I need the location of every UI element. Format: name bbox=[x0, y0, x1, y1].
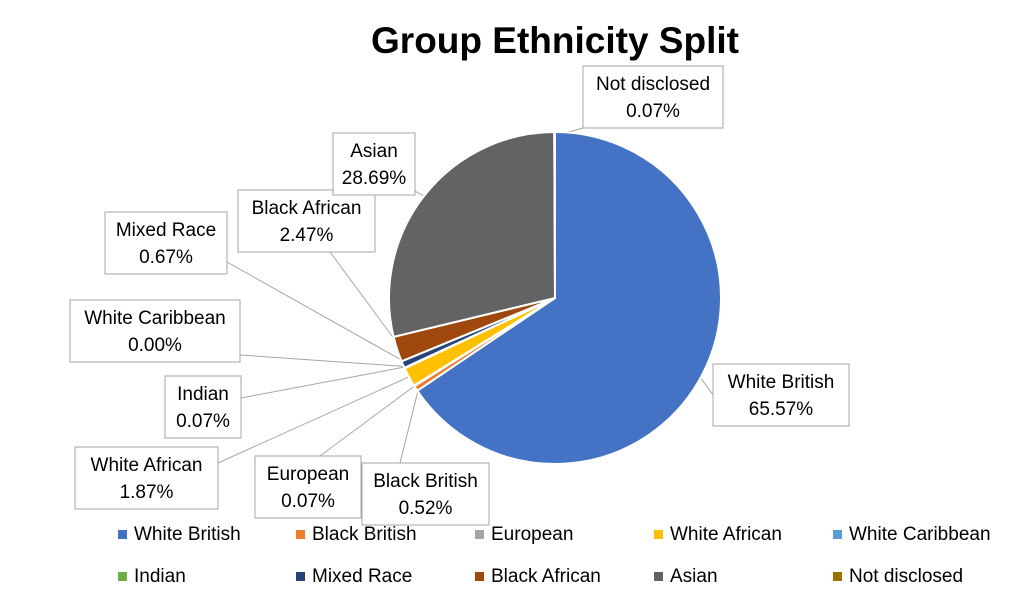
chart-legend: White British Black British European White … bbox=[118, 524, 991, 587]
data-label-category: White British bbox=[728, 372, 835, 393]
legend-label: White African bbox=[670, 524, 782, 545]
legend-swatch bbox=[118, 530, 127, 539]
data-label-value: 0.52% bbox=[399, 498, 453, 519]
legend-label: Indian bbox=[134, 566, 186, 587]
data-label-box bbox=[254, 455, 362, 519]
data-label-callouts: White British 65.57% Black British 0.52% Eur… bbox=[69, 65, 850, 526]
legend-swatch bbox=[118, 572, 127, 581]
legend-label: Black African bbox=[491, 566, 601, 587]
data-label-category: Mixed Race bbox=[116, 220, 216, 241]
leader-line-mixed-race bbox=[226, 261, 407, 364]
legend-label: White Caribbean bbox=[849, 524, 991, 545]
data-label-category: Black African bbox=[252, 198, 362, 219]
legend-item-not-disclosed: Not disclosed bbox=[833, 566, 963, 587]
data-label-value: 0.07% bbox=[626, 101, 680, 122]
legend-item-white-caribbean: White Caribbean bbox=[833, 524, 991, 545]
data-label-mixed-race: Mixed Race 0.67% bbox=[104, 211, 228, 275]
data-label-value: 65.57% bbox=[749, 399, 814, 420]
leader-line-white-caribbean bbox=[239, 354, 409, 368]
legend-swatch bbox=[475, 572, 484, 581]
legend-item-european: European bbox=[475, 524, 573, 545]
legend-label: Mixed Race bbox=[312, 566, 412, 587]
data-label-indian: Indian 0.07% bbox=[164, 375, 242, 439]
leader-line-european bbox=[319, 383, 418, 457]
leader-line-black-british bbox=[399, 386, 420, 464]
legend-item-black-british: Black British bbox=[296, 524, 417, 545]
leader-line-white-african bbox=[217, 374, 413, 464]
data-label-value: 28.69% bbox=[342, 168, 407, 189]
legend-label: Not disclosed bbox=[849, 566, 963, 587]
data-label-value: 1.87% bbox=[120, 482, 174, 503]
legend-item-indian: Indian bbox=[118, 566, 186, 587]
data-label-not-disclosed: Not disclosed 0.07% bbox=[582, 65, 724, 129]
legend-label: European bbox=[491, 524, 573, 545]
data-label-value: 0.67% bbox=[139, 247, 193, 268]
data-label-box bbox=[237, 189, 376, 253]
data-label-white-caribbean: White Caribbean 0.00% bbox=[69, 299, 241, 363]
data-label-box bbox=[104, 211, 228, 275]
legend-item-black-african: Black African bbox=[475, 566, 601, 587]
data-label-white-british: White British 65.57% bbox=[712, 363, 850, 427]
data-label-category: Not disclosed bbox=[596, 74, 710, 95]
data-label-box bbox=[582, 65, 724, 129]
legend-swatch bbox=[296, 530, 305, 539]
legend-swatch bbox=[833, 530, 842, 539]
data-label-box bbox=[712, 363, 850, 427]
legend-swatch bbox=[475, 530, 484, 539]
pie-slice-asian bbox=[388, 130, 557, 339]
legend-label: Black British bbox=[312, 524, 417, 545]
leader-line-indian bbox=[240, 365, 409, 399]
data-label-white-african: White African 1.87% bbox=[74, 446, 219, 510]
pie-slice-not-disclosed bbox=[553, 130, 556, 299]
data-label-european: European 0.07% bbox=[254, 455, 362, 519]
data-label-box bbox=[164, 375, 242, 439]
data-label-box bbox=[74, 446, 219, 510]
legend-label: Asian bbox=[670, 566, 718, 587]
data-label-category: European bbox=[267, 464, 349, 485]
data-label-value: 0.07% bbox=[281, 491, 335, 512]
data-label-category: White Caribbean bbox=[84, 308, 226, 329]
data-label-category: Asian bbox=[350, 141, 398, 162]
data-label-box bbox=[69, 299, 241, 363]
data-label-black-british: Black British 0.52% bbox=[361, 462, 490, 526]
data-label-black-african: Black African 2.47% bbox=[237, 189, 376, 253]
legend-swatch bbox=[296, 572, 305, 581]
data-label-category: Black British bbox=[373, 471, 478, 492]
data-label-category: White African bbox=[91, 455, 203, 476]
data-label-value: 0.07% bbox=[176, 411, 230, 432]
legend-item-asian: Asian bbox=[654, 566, 718, 587]
legend-swatch bbox=[833, 572, 842, 581]
data-label-asian: Asian 28.69% bbox=[332, 132, 416, 196]
data-label-box bbox=[361, 462, 490, 526]
legend-item-mixed-race: Mixed Race bbox=[296, 566, 412, 587]
legend-swatch bbox=[654, 530, 663, 539]
data-label-value: 0.00% bbox=[128, 335, 182, 356]
data-label-category: Indian bbox=[177, 384, 229, 405]
leader-line-black-african bbox=[329, 251, 402, 349]
chart-title: Group Ethnicity Split bbox=[371, 20, 739, 61]
pie-slices bbox=[388, 130, 722, 465]
legend-swatch bbox=[654, 572, 663, 581]
data-label-value: 2.47% bbox=[280, 225, 334, 246]
data-label-box bbox=[332, 132, 416, 196]
legend-label: White British bbox=[134, 524, 241, 545]
pie-slice-white-british bbox=[415, 130, 722, 465]
legend-item-white-british: White British bbox=[118, 524, 241, 545]
legend-item-white-african: White African bbox=[654, 524, 782, 545]
